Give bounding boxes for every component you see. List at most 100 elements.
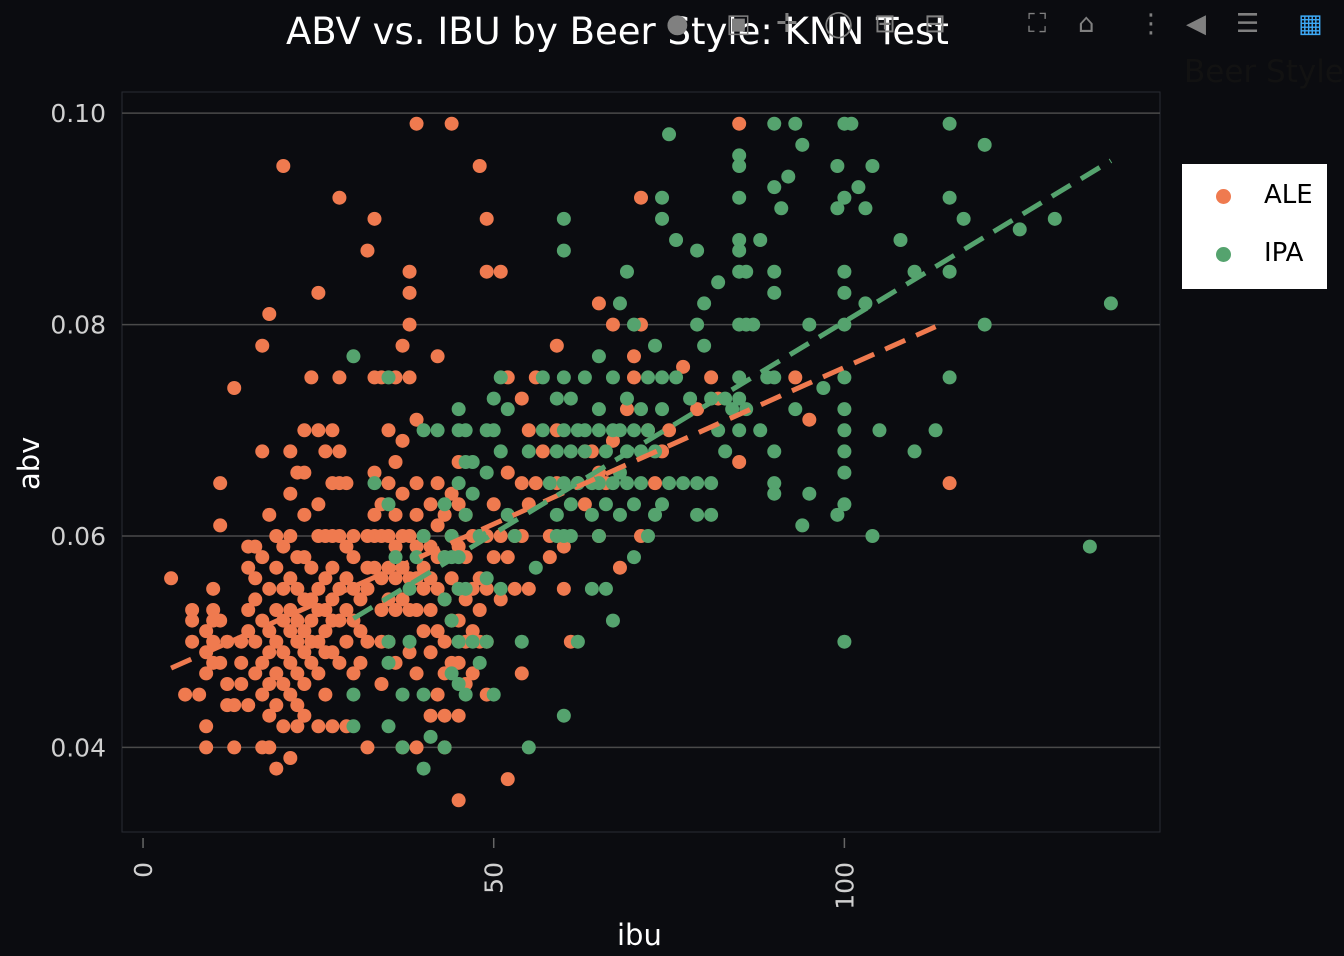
point-ipa[interactable]: [402, 581, 417, 596]
point-ale[interactable]: [514, 666, 529, 681]
point-ale[interactable]: [262, 740, 277, 755]
point-ale[interactable]: [732, 455, 747, 469]
point-ale[interactable]: [395, 433, 410, 448]
point-ipa[interactable]: [830, 159, 845, 173]
point-ipa[interactable]: [837, 444, 852, 459]
point-ipa[interactable]: [662, 127, 677, 142]
point-ale[interactable]: [479, 211, 494, 226]
point-ipa[interactable]: [641, 529, 656, 543]
point-ale[interactable]: [248, 592, 263, 607]
point-ipa[interactable]: [837, 370, 852, 385]
point-ipa[interactable]: [416, 687, 431, 702]
point-ale[interactable]: [290, 581, 305, 596]
point-ale[interactable]: [549, 338, 564, 353]
point-ale[interactable]: [290, 613, 305, 628]
point-ipa[interactable]: [367, 476, 382, 491]
point-ipa[interactable]: [732, 391, 747, 406]
point-ale[interactable]: [269, 560, 284, 575]
point-ipa[interactable]: [669, 370, 684, 385]
point-ale[interactable]: [311, 581, 326, 596]
point-ale[interactable]: [500, 772, 515, 787]
point-ipa[interactable]: [858, 296, 873, 311]
point-ipa[interactable]: [641, 423, 656, 438]
point-ale[interactable]: [339, 571, 354, 586]
point-ale[interactable]: [430, 581, 445, 596]
point-ale[interactable]: [339, 476, 354, 491]
point-ipa[interactable]: [605, 613, 620, 628]
point-ale[interactable]: [241, 603, 256, 617]
point-ipa[interactable]: [648, 338, 663, 353]
point-ipa[interactable]: [458, 507, 473, 522]
point-ale[interactable]: [528, 476, 543, 491]
point-ale[interactable]: [500, 550, 515, 565]
point-ipa[interactable]: [690, 507, 705, 522]
point-ale[interactable]: [360, 243, 375, 258]
point-ale[interactable]: [339, 634, 354, 649]
point-ipa[interactable]: [626, 550, 641, 565]
zoom-icon[interactable]: ▣: [726, 9, 751, 39]
zoom-in-icon[interactable]: ⊞: [874, 9, 896, 39]
point-ale[interactable]: [395, 338, 410, 353]
point-ipa[interactable]: [697, 296, 712, 311]
point-ale[interactable]: [332, 370, 347, 385]
point-ipa[interactable]: [767, 444, 782, 459]
point-ale[interactable]: [297, 550, 312, 565]
point-ale[interactable]: [241, 698, 256, 713]
point-ipa[interactable]: [683, 391, 698, 406]
point-ale[interactable]: [269, 666, 284, 681]
point-ipa[interactable]: [942, 190, 957, 205]
point-ipa[interactable]: [858, 201, 873, 216]
point-ipa[interactable]: [535, 423, 550, 438]
point-ale[interactable]: [416, 581, 431, 596]
point-ipa[interactable]: [655, 190, 670, 205]
point-ipa[interactable]: [928, 423, 943, 438]
point-ipa[interactable]: [942, 116, 957, 131]
point-ipa[interactable]: [732, 148, 747, 163]
point-ipa[interactable]: [753, 233, 768, 247]
point-ale[interactable]: [297, 645, 312, 660]
point-ale[interactable]: [297, 423, 312, 438]
point-ale[interactable]: [164, 571, 179, 586]
point-ale[interactable]: [416, 624, 431, 639]
point-ipa[interactable]: [549, 444, 564, 459]
point-ipa[interactable]: [437, 497, 452, 512]
point-ale[interactable]: [332, 655, 347, 670]
point-ipa[interactable]: [655, 370, 670, 385]
point-ipa[interactable]: [802, 486, 817, 501]
point-ale[interactable]: [213, 613, 228, 628]
home-icon[interactable]: ⌂: [1078, 9, 1095, 39]
point-ipa[interactable]: [444, 666, 459, 681]
point-ipa[interactable]: [907, 444, 922, 459]
point-ipa[interactable]: [591, 423, 606, 438]
point-ale[interactable]: [409, 476, 424, 491]
point-ale[interactable]: [430, 687, 445, 702]
hover-compare-icon[interactable]: ☰: [1236, 9, 1260, 39]
point-ipa[interactable]: [346, 687, 361, 702]
point-ipa[interactable]: [395, 740, 410, 755]
point-ipa[interactable]: [619, 476, 634, 491]
point-ipa[interactable]: [444, 613, 459, 628]
point-ale[interactable]: [451, 793, 466, 808]
point-ale[interactable]: [213, 518, 228, 533]
point-ipa[interactable]: [479, 571, 494, 586]
point-ipa[interactable]: [451, 402, 466, 417]
point-ipa[interactable]: [507, 529, 522, 543]
point-ale[interactable]: [626, 370, 641, 385]
point-ale[interactable]: [234, 677, 249, 691]
point-ale[interactable]: [458, 592, 473, 607]
point-ipa[interactable]: [591, 476, 606, 491]
point-ale[interactable]: [381, 423, 396, 438]
point-ale[interactable]: [374, 677, 389, 691]
point-ipa[interactable]: [556, 243, 571, 258]
point-ale[interactable]: [402, 370, 417, 385]
point-ipa[interactable]: [584, 507, 599, 522]
point-ipa[interactable]: [493, 370, 508, 385]
point-ale[interactable]: [185, 613, 200, 628]
point-ale[interactable]: [325, 423, 340, 438]
point-ipa[interactable]: [535, 370, 550, 385]
point-ipa[interactable]: [690, 476, 705, 491]
point-ipa[interactable]: [626, 497, 641, 512]
point-ale[interactable]: [220, 677, 235, 691]
point-ale[interactable]: [430, 476, 445, 491]
point-ale[interactable]: [311, 719, 326, 734]
